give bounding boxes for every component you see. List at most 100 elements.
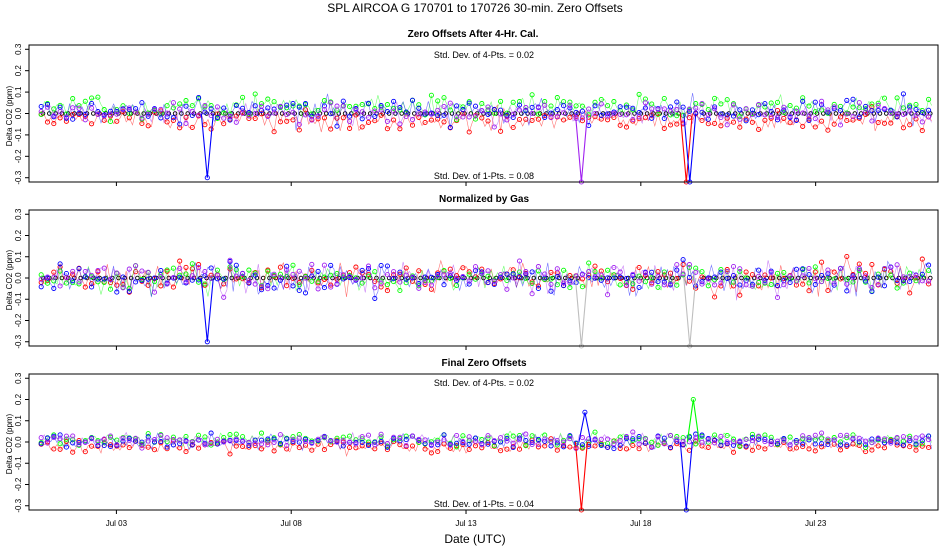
series-green-point [881, 95, 888, 101]
series-magenta-point [170, 275, 176, 281]
series-green-point [89, 95, 95, 101]
series-magenta-point [365, 263, 372, 269]
series-red-point [284, 118, 290, 124]
series-red-point [359, 124, 365, 130]
series-magenta-point [139, 445, 145, 451]
series-magenta-point [202, 102, 208, 109]
series-red-point [466, 446, 472, 453]
series-magenta-point [510, 440, 516, 446]
series-magenta-point [863, 109, 869, 115]
series-red-point [806, 446, 812, 452]
series-green-point [466, 271, 472, 277]
series-magenta-point [542, 436, 548, 442]
series-blue-point [107, 443, 114, 450]
series-magenta-point [70, 268, 76, 274]
series-magenta-point [372, 442, 378, 448]
series-magenta-point [246, 440, 252, 446]
series-blue-point [315, 268, 321, 274]
series-blue-point [730, 113, 737, 119]
series-magenta-point [756, 433, 762, 439]
series-magenta-point [913, 112, 919, 118]
series-magenta-point [749, 283, 755, 289]
series-red-point [416, 268, 422, 274]
series-magenta-point [598, 272, 604, 278]
series-red-point [869, 447, 875, 453]
series-magenta-point [863, 273, 869, 279]
series-green-point [296, 282, 302, 288]
series-red-point [831, 121, 837, 127]
panel-3-annotation-top: Std. Dev. of 4-Pts. = 0.02 [434, 378, 534, 388]
series-magenta [38, 257, 932, 301]
series-magenta-point [252, 110, 258, 117]
series-blue-point [384, 263, 390, 269]
series-magenta-point [636, 278, 642, 284]
series-red-point [359, 443, 365, 449]
series-magenta-point [196, 437, 202, 443]
series-blue-point [233, 102, 239, 109]
series-magenta-point [271, 439, 277, 445]
series-magenta-point [793, 108, 799, 114]
y-tick-label: 0.1 [14, 251, 23, 263]
series-magenta-point [120, 285, 126, 291]
series-red-line [41, 104, 932, 133]
series-green-point [548, 276, 554, 282]
series-magenta-point [151, 437, 158, 443]
series-blue-point [409, 97, 416, 103]
series-magenta-point [472, 113, 479, 119]
series-magenta-point [567, 102, 573, 108]
series-red-point [844, 253, 850, 260]
series-blue-point [819, 441, 825, 447]
series-magenta-point [258, 441, 265, 447]
series-magenta-point [611, 264, 617, 271]
series-magenta-point [737, 266, 743, 272]
series-red-point [365, 119, 372, 125]
series-blue-point [321, 103, 327, 109]
series-red-point [567, 444, 573, 450]
series-magenta-point [850, 435, 856, 442]
series-blue-point [145, 276, 151, 282]
series-blue-point [863, 442, 869, 448]
series-red-point [749, 119, 755, 125]
reference-point [91, 111, 96, 116]
series-magenta-point [630, 429, 636, 435]
series-blue-point [737, 282, 743, 288]
series-magenta-point [831, 280, 837, 286]
series-green-point [819, 435, 825, 441]
series-magenta-point [919, 433, 925, 439]
series-red-point [730, 119, 737, 125]
series-magenta-point [284, 267, 290, 273]
series-red-point [183, 114, 189, 120]
series-magenta-point [856, 435, 862, 441]
series-magenta-point [479, 441, 485, 447]
series-green-point [586, 260, 592, 266]
series-green-point [712, 432, 718, 438]
series-magenta-point [900, 111, 906, 117]
series-blue-point [630, 105, 636, 111]
series-magenta-point [800, 110, 806, 116]
series-red-point [240, 443, 246, 450]
panel-1-ylabel: Delta CO2 (ppm) [5, 85, 14, 146]
series-blue-point [422, 440, 428, 447]
series-magenta-point [76, 105, 82, 111]
series-blue-point [177, 441, 183, 447]
series-blue-point [611, 275, 617, 281]
series-blue-point [296, 287, 302, 294]
series-red-point [900, 125, 906, 131]
series-magenta-point [82, 439, 88, 445]
series-green-point [441, 95, 447, 101]
series-magenta-point [133, 263, 139, 269]
series-blue-point [70, 116, 76, 122]
series-magenta-point [504, 117, 510, 123]
y-tick-label: 0.3 [14, 43, 23, 55]
series-blue-point [158, 438, 164, 445]
series-magenta-point [856, 100, 862, 106]
series-green-point [630, 281, 636, 287]
series-blue-point [724, 275, 730, 281]
series-blue-point [787, 279, 793, 286]
series-blue-point [762, 277, 768, 284]
series-green-point [812, 109, 818, 115]
series-magenta-point [202, 442, 208, 448]
series-blue-point [756, 112, 762, 118]
series-red-point [730, 449, 737, 455]
series-blue-point [57, 261, 63, 267]
